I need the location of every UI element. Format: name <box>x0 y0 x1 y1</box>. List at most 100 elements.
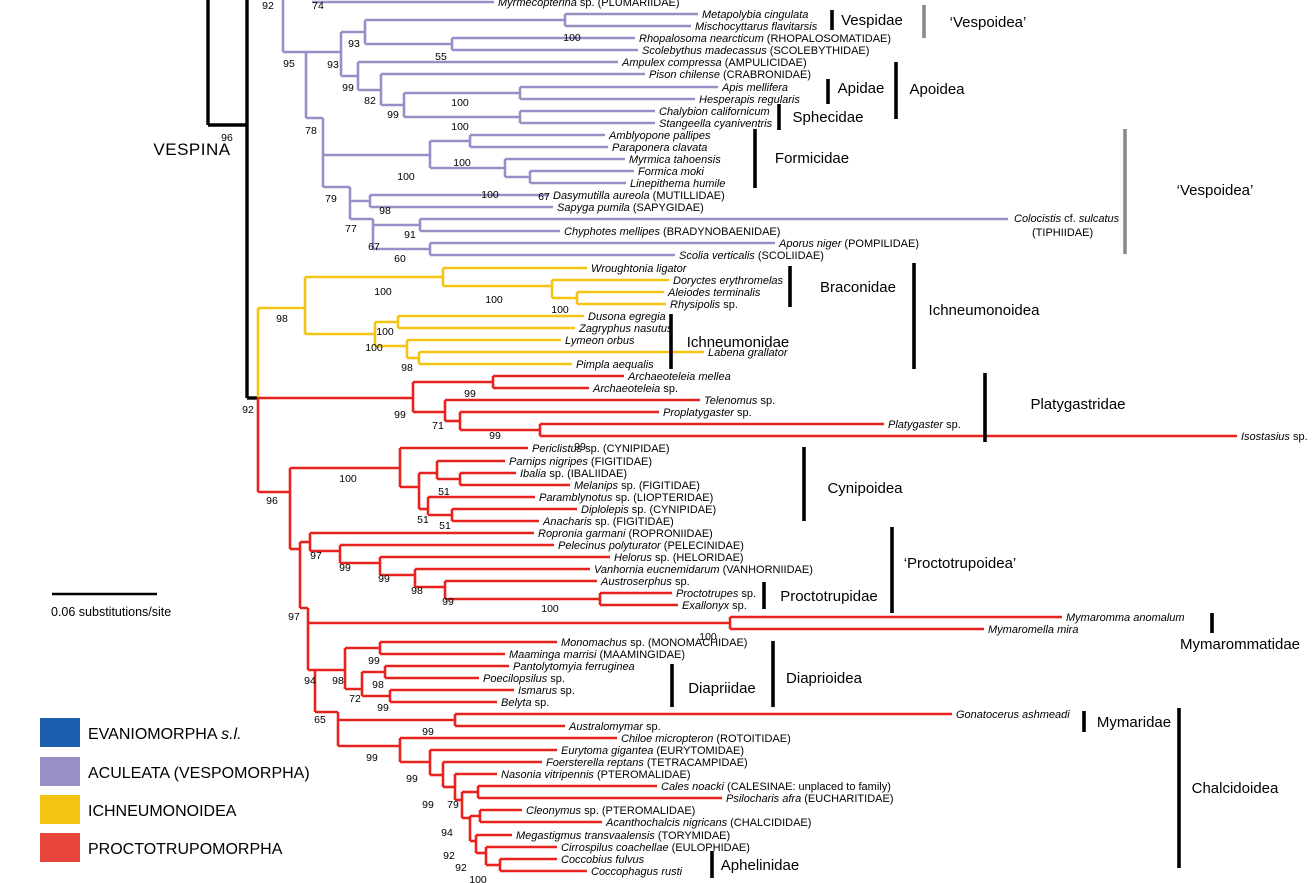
leaf-label: Rhopalosoma nearcticum (RHOPALOSOMATIDAE… <box>639 33 891 45</box>
leaf-label: Myrmecopterina sp. (PLUMARIIDAE) <box>498 0 680 9</box>
leaf-label: Hesperapis regularis <box>699 94 800 106</box>
support-value: 91 <box>404 229 416 241</box>
support-value: 100 <box>469 874 487 883</box>
leaf-label: Colocistis cf. sulcatus <box>1014 213 1120 225</box>
leaf-label: Proplatygaster sp. <box>663 407 752 419</box>
support-value: 77 <box>345 223 357 235</box>
clade-label: Ichneumonoidea <box>929 302 1041 319</box>
support-value: 51 <box>439 520 451 532</box>
support-value: 92 <box>455 862 467 874</box>
legend-item-label: ACULEATA (VESPOMORPHA) <box>88 765 310 782</box>
leaf-label-family: (TIPHIIDAE) <box>1032 227 1093 239</box>
support-value: 98 <box>332 675 344 687</box>
leaf-label: Australomymar sp. <box>568 721 661 733</box>
support-value: 99 <box>339 562 351 574</box>
leaf-label: Nasonia vitripennis (PTEROMALIDAE) <box>501 769 691 781</box>
support-value: 67 <box>538 191 550 203</box>
leaf-label: Paraponera clavata <box>612 142 707 154</box>
legend-swatch <box>40 833 80 862</box>
support-value: 99 <box>394 409 406 421</box>
leaf-label: Cales noacki (CALESINAE: unplaced to fam… <box>661 781 891 793</box>
leaf-label: Pison chilense (CRABRONIDAE) <box>649 69 811 81</box>
clade-label: Cynipoidea <box>827 480 903 497</box>
support-value: 100 <box>453 157 471 169</box>
leaf-label: Wroughtonia ligator <box>591 263 688 275</box>
support-value: 98 <box>372 679 384 691</box>
clade-brackets <box>669 5 1214 878</box>
support-value: 100 <box>451 97 469 109</box>
support-value: 100 <box>563 32 581 44</box>
leaf-label: Sapyga pumila (SAPYGIDAE) <box>557 202 704 214</box>
leaf-label: Paramblynotus sp. (LIOPTERIDAE) <box>539 492 713 504</box>
annotations: VESPINA 0.06 substitutions/site EVANIOMORP… <box>40 140 310 862</box>
leaf-label: Dasymutilla aureola (MUTILLIDAE) <box>553 190 725 202</box>
support-value: 65 <box>314 714 326 726</box>
legend-item-label: EVANIOMORPHA s.l. <box>88 726 242 743</box>
clade-label: Vespidae <box>841 12 903 29</box>
leaf-label: Labena grallator <box>708 347 789 359</box>
support-value: 99 <box>368 655 380 667</box>
support-value: 100 <box>339 473 357 485</box>
leaf-label: Isostasius sp. <box>1241 431 1308 443</box>
support-value: 99 <box>406 773 418 785</box>
leaf-label: Mymaromma anomalum <box>1066 612 1185 624</box>
leaf-label: Archaeoteleia mellea <box>627 371 731 383</box>
clade-label: Diapriidae <box>688 680 756 697</box>
leaf-label: Pelecinus polyturator (PELECINIDAE) <box>558 540 744 552</box>
leaf-label: Stangeella cyaniventris <box>659 118 773 130</box>
leaf-label: Linepithema humile <box>630 178 725 190</box>
leaf-label: Chyphotes mellipes (BRADYNOBAENIDAE) <box>564 226 780 238</box>
support-value: 98 <box>411 585 423 597</box>
support-value: 55 <box>435 51 447 63</box>
leaf-label: Poecilopsilus sp. <box>483 673 565 685</box>
support-value: 99 <box>464 388 476 400</box>
clade-label: Aphelinidae <box>721 857 799 874</box>
support-value: 96 <box>266 495 278 507</box>
support-value: 92 <box>262 0 274 12</box>
clade-label: Mymaridae <box>1097 714 1171 731</box>
support-value: 98 <box>276 313 288 325</box>
clade-label: Proctotrupidae <box>780 588 878 605</box>
support-value: 98 <box>401 362 413 374</box>
support-value: 60 <box>394 253 406 265</box>
leaf-label: Monomachus sp. (MONOMACHIDAE) <box>561 637 747 649</box>
backbone-label-vespina: VESPINA <box>153 140 230 159</box>
leaf-label: Doryctes erythromelas <box>673 275 784 287</box>
legend-item-label: PROCTOTRUPOMORPHA <box>88 841 283 858</box>
leaf-label: Vanhornia eucnemidarum (VANHORNIIDAE) <box>594 564 813 576</box>
support-value: 99 <box>422 726 434 738</box>
support-value: 99 <box>366 752 378 764</box>
leaf-label: Formica moki <box>638 166 705 178</box>
support-value: 100 <box>541 603 559 615</box>
leaf-label: Gonatocerus ashmeadi <box>956 709 1070 721</box>
support-value: 93 <box>348 38 360 50</box>
scale-bar-label: 0.06 substitutions/site <box>51 605 171 619</box>
leaf-labels: Myrmecopterina sp. (PLUMARIIDAE) Metapoly… <box>483 0 1308 878</box>
support-value: 100 <box>451 121 469 133</box>
leaf-label: Ampulex compressa (AMPULICIDAE) <box>621 57 807 69</box>
support-value: 95 <box>283 58 295 70</box>
support-value: 79 <box>325 193 337 205</box>
support-value: 99 <box>378 573 390 585</box>
support-value: 94 <box>304 675 316 687</box>
support-value: 99 <box>489 430 501 442</box>
leaf-label: Coccophagus rusti <box>591 866 683 878</box>
leaf-label: Chalybion californicum <box>659 106 770 118</box>
leaf-label: Scolebythus madecassus (SCOLEBYTHIDAE) <box>642 45 869 57</box>
support-value: 97 <box>310 550 322 562</box>
legend-swatch <box>40 795 80 824</box>
leaf-label: Scolia verticalis (SCOLIIDAE) <box>679 250 824 262</box>
support-value: 99 <box>377 702 389 714</box>
support-value: 100 <box>551 304 569 316</box>
support-value: 51 <box>417 514 429 526</box>
tree-branches <box>206 0 1237 873</box>
leaf-label: Zagryphus nasutus <box>578 323 673 335</box>
leaf-label: Ropronia garmani (ROPRONIIDAE) <box>538 528 713 540</box>
leaf-label: Amblyopone pallipes <box>608 130 711 142</box>
clade-label: Chalcidoidea <box>1192 780 1279 797</box>
clade-label: Ichneumonidae <box>687 334 790 351</box>
support-value: 100 <box>485 294 503 306</box>
leaf-label: Helorus sp. (HELORIDAE) <box>614 552 744 564</box>
clade-label: Braconidae <box>820 279 896 296</box>
leaf-label: Parnips nigripes (FIGITIDAE) <box>509 456 652 468</box>
